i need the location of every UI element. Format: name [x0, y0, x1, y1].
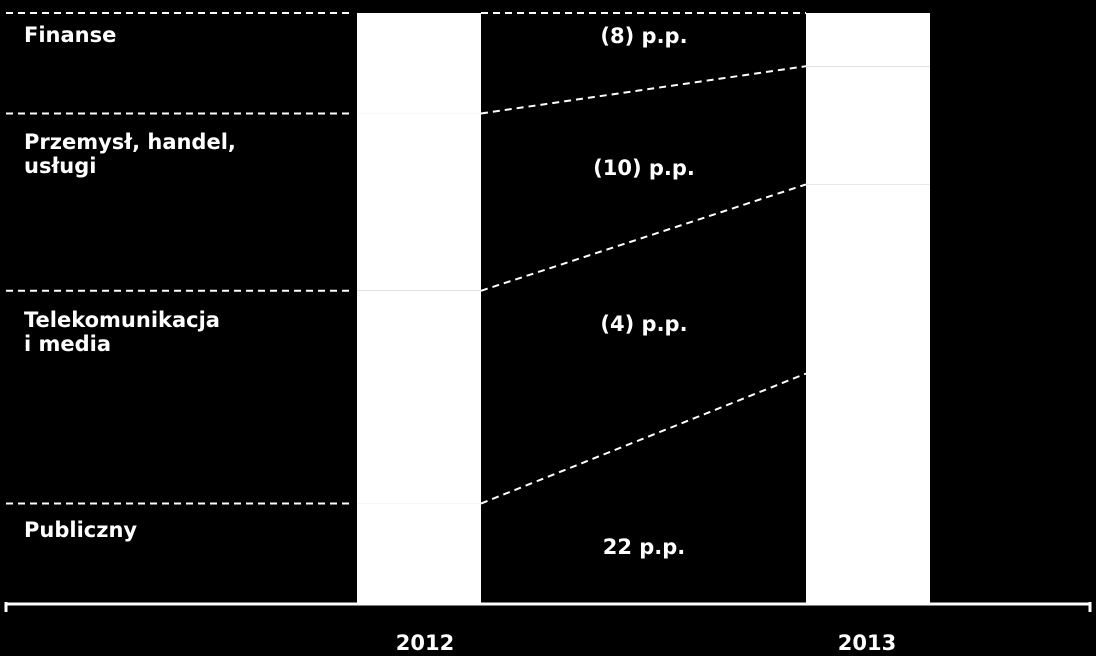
segment-label-publiczny: Publiczny	[24, 518, 354, 542]
segment-label-line: usługi	[24, 154, 97, 178]
segment-label-line: Telekomunikacja	[24, 308, 220, 332]
bars-layer	[357, 13, 930, 604]
dashed-lines-layer	[6, 12, 807, 505]
change-label-finanse: (8) p.p.	[600, 24, 688, 48]
bar-segment-2012-2	[357, 290, 481, 504]
segment-label-finanse: Finanse	[24, 23, 354, 47]
bar-segment-2012-1	[357, 503, 481, 604]
change-label-telekomunikacja: (4) p.p.	[600, 312, 688, 336]
segment-label-przemysl: Przemysł, handel, usługi	[24, 130, 354, 178]
bar-segment-2013-2	[806, 184, 930, 374]
connector-line-1	[480, 372, 807, 505]
segment-label-line: Przemysł, handel,	[24, 130, 236, 154]
bar-segment-2012-3	[357, 113, 481, 291]
connector-line-3	[480, 65, 807, 115]
segment-label-line: i media	[24, 332, 112, 356]
connector-line-2	[480, 183, 807, 292]
year-label-2013: 2013	[837, 631, 897, 655]
year-label-2012: 2012	[395, 631, 455, 655]
segment-label-line: Finanse	[24, 23, 117, 47]
bar-segment-2012-4	[357, 13, 481, 114]
change-label-publiczny: 22 p.p.	[602, 535, 686, 559]
bar-segment-2013-4	[806, 13, 930, 67]
segment-label-line: Publiczny	[24, 518, 138, 542]
change-label-przemysl: (10) p.p.	[593, 156, 695, 180]
bar-segment-2013-1	[806, 373, 930, 604]
segment-label-telekomunikacja: Telekomunikacja i media	[24, 308, 354, 356]
bar-segment-2013-3	[806, 66, 930, 185]
